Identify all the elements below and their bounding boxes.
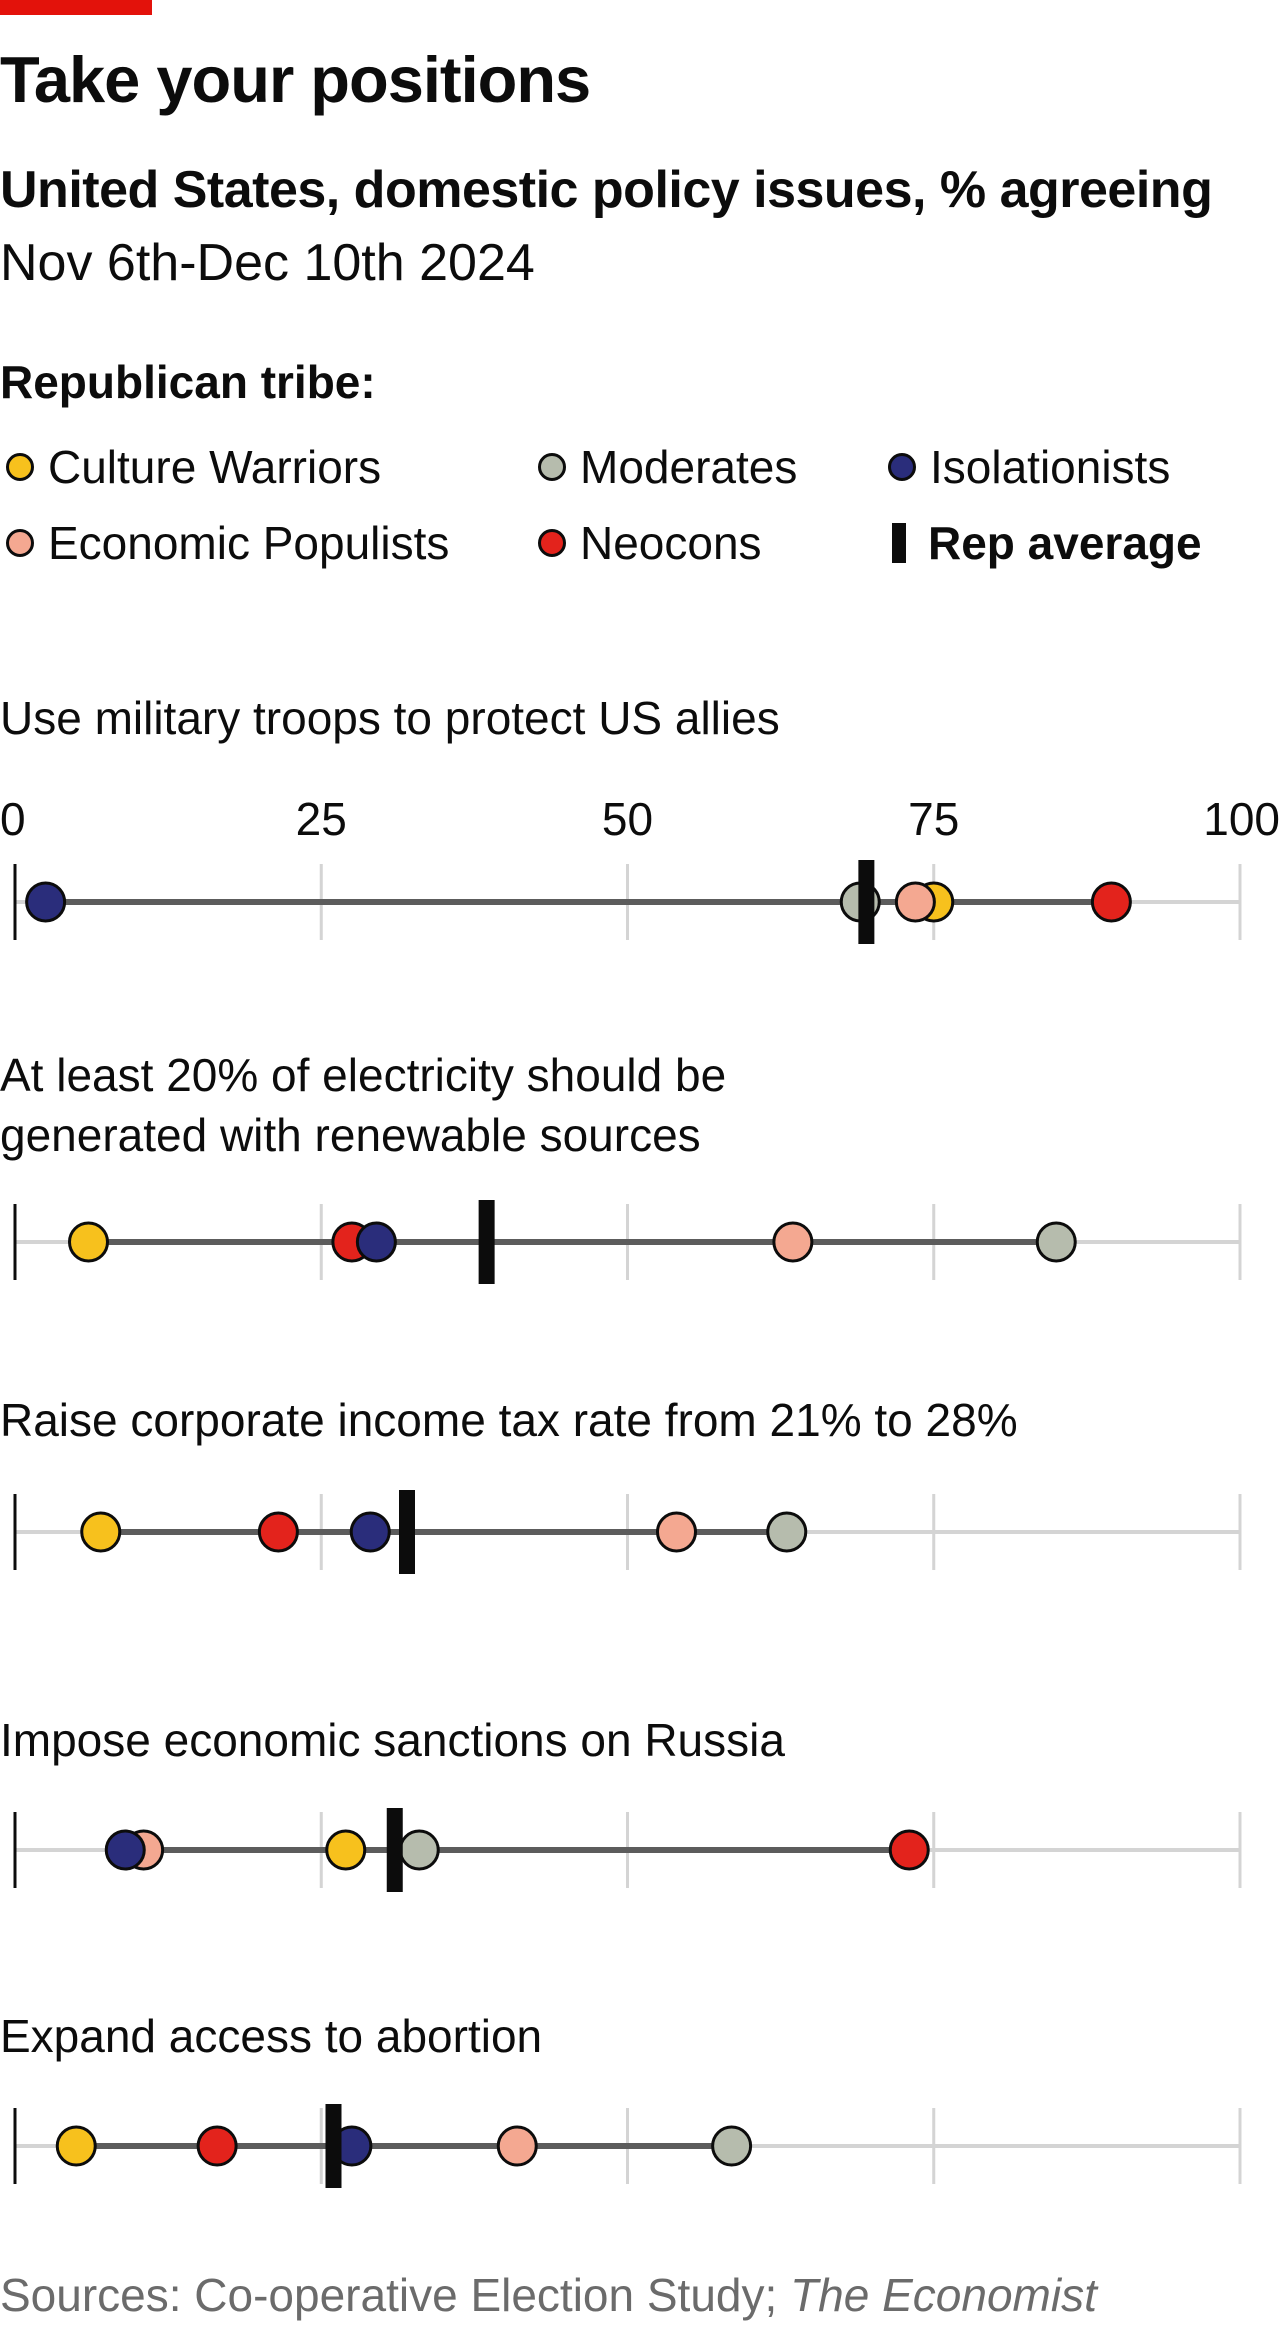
dot-culture-warriors — [68, 1221, 109, 1263]
dot-moderates — [1035, 1221, 1077, 1263]
legend-dot-moderates — [538, 453, 566, 481]
rep-average-marker — [858, 860, 875, 944]
x-tick-label: 0 — [0, 793, 26, 845]
dot-culture-warriors — [55, 2125, 97, 2167]
legend-dot-isolationists — [888, 453, 916, 481]
legend-item-moderates: Moderates — [538, 440, 797, 494]
question-label: Expand access to abortion — [0, 2010, 543, 2062]
source-note: Sources: Co-operative Election Study; Th… — [0, 2268, 1097, 2322]
legend-label: Culture Warriors — [48, 441, 382, 493]
legend-item-rep-average: Rep average — [888, 516, 1202, 570]
legend-label: Moderates — [580, 441, 798, 493]
dot-economic-populists — [656, 1511, 697, 1553]
brand-accent-bar — [0, 0, 152, 15]
source-publication: The Economist — [790, 2269, 1097, 2321]
legend-bar-rep-average — [892, 523, 906, 563]
question-label: Raise corporate income tax rate from 21%… — [0, 1394, 1018, 1446]
dot-isolationists — [25, 881, 67, 923]
rep-average-marker — [325, 2104, 342, 2188]
dot-moderates — [398, 1829, 440, 1871]
rep-average-marker — [478, 1200, 495, 1284]
legend-dot-culture-warriors — [6, 453, 34, 481]
question-label: generated with renewable sources — [0, 1109, 701, 1161]
question-label: Impose economic sanctions on Russia — [0, 1714, 785, 1766]
question-label: At least 20% of electricity should be — [0, 1049, 727, 1101]
dot-isolationists — [104, 1829, 146, 1871]
dot-moderates — [766, 1511, 808, 1553]
dot-culture-warriors — [80, 1511, 122, 1553]
legend-label: Rep average — [928, 517, 1202, 569]
dot-neocons — [888, 1829, 930, 1871]
chart-subtitle: United States, domestic policy issues, %… — [0, 161, 1213, 219]
legend-item-neocons: Neocons — [538, 516, 762, 570]
rep-average-marker — [399, 1490, 415, 1574]
legend-item-economic-populists: Economic Populists — [6, 516, 449, 570]
x-tick-label: 75 — [908, 793, 959, 845]
legend-item-culture-warriors: Culture Warriors — [6, 440, 381, 494]
legend-label: Neocons — [580, 517, 762, 569]
question-label: Use military troops to protect US allies — [0, 692, 780, 744]
legend-dot-economic-populists — [6, 529, 34, 557]
dot-neocons — [257, 1511, 299, 1553]
dot-culture-warriors — [325, 1829, 367, 1871]
dot-economic-populists — [894, 881, 936, 923]
dot-isolationists — [355, 1221, 397, 1263]
rep-average-marker — [386, 1808, 403, 1892]
dot-neocons — [196, 2125, 238, 2167]
legend-title: Republican tribe: — [0, 356, 376, 408]
x-tick-label: 100 — [1203, 793, 1280, 845]
x-tick-label: 25 — [296, 793, 347, 845]
dot-moderates — [711, 2125, 753, 2167]
dot-isolationists — [349, 1511, 391, 1553]
legend-item-isolationists: Isolationists — [888, 440, 1170, 494]
legend: Culture Warriors Moderates Isolationists… — [0, 440, 1280, 590]
dot-neocons — [1090, 881, 1132, 923]
x-tick-label: 50 — [602, 793, 653, 845]
legend-label: Economic Populists — [48, 517, 450, 569]
legend-label: Isolationists — [930, 441, 1171, 493]
date-range: Nov 6th-Dec 10th 2024 — [0, 234, 535, 292]
chart-title: Take your positions — [0, 43, 591, 116]
legend-dot-neocons — [538, 529, 566, 557]
dot-economic-populists — [496, 2125, 538, 2167]
dot-economic-populists — [772, 1221, 814, 1263]
source-prefix: Sources: Co-operative Election Study; — [0, 2269, 791, 2321]
